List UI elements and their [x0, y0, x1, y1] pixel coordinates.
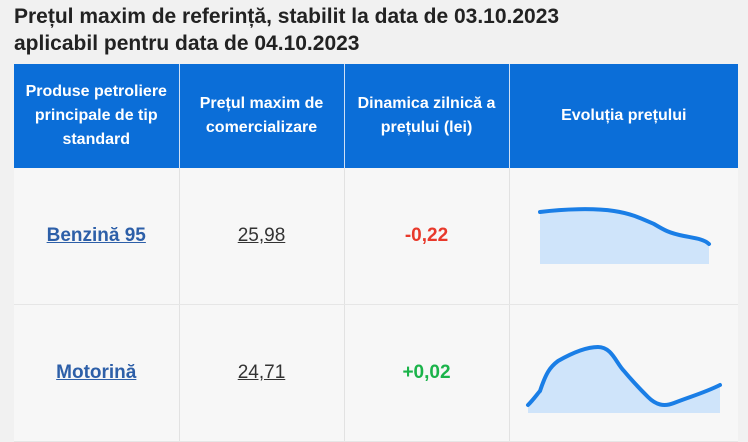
header-daily-change: Dinamica zilnică a prețului (lei) [343, 64, 509, 168]
page-title: Prețul maxim de referință, stabilit la d… [14, 3, 734, 57]
cell-price: 24,71 [178, 304, 344, 442]
product-link-motorina[interactable]: Motorină [56, 362, 137, 383]
header-product: Produse petroliere principale de tip sta… [14, 64, 179, 168]
change-value: +0,02 [402, 362, 451, 383]
sparkline-icon [537, 207, 711, 264]
sparkline-line [525, 344, 722, 407]
price-value: 24,71 [237, 362, 286, 383]
header-row: Produse petroliere principale de tip sta… [14, 64, 738, 168]
header-price-evolution: Evoluția prețului [508, 64, 738, 168]
sparkline-area [527, 347, 720, 413]
title-line-1: Prețul maxim de referință, stabilit la d… [14, 5, 560, 28]
cell-product: Motorină [14, 304, 179, 442]
price-table: Produse petroliere principale de tip sta… [14, 64, 738, 442]
sparkline-line [537, 207, 711, 246]
cell-price: 25,98 [178, 168, 344, 305]
sparkline-icon [525, 344, 722, 413]
table-row: Benzină 95 25,98 -0,22 [14, 168, 738, 305]
title-line-2: aplicabil pentru data de 04.10.2023 [14, 32, 360, 55]
cell-change: +0,02 [343, 304, 509, 442]
table-row: Motorină 24,71 +0,02 [14, 304, 738, 442]
header-max-price: Prețul maxim de comercializare [178, 64, 344, 168]
cell-trend [508, 168, 738, 305]
product-link-benzina-95[interactable]: Benzină 95 [46, 225, 146, 246]
table-header: Produse petroliere principale de tip sta… [14, 64, 738, 168]
price-value: 25,98 [237, 225, 286, 246]
cell-product: Benzină 95 [14, 168, 179, 305]
cell-change: -0,22 [343, 168, 509, 305]
sparkline-area [539, 209, 709, 264]
cell-trend [508, 304, 738, 442]
change-value: -0,22 [404, 225, 449, 246]
